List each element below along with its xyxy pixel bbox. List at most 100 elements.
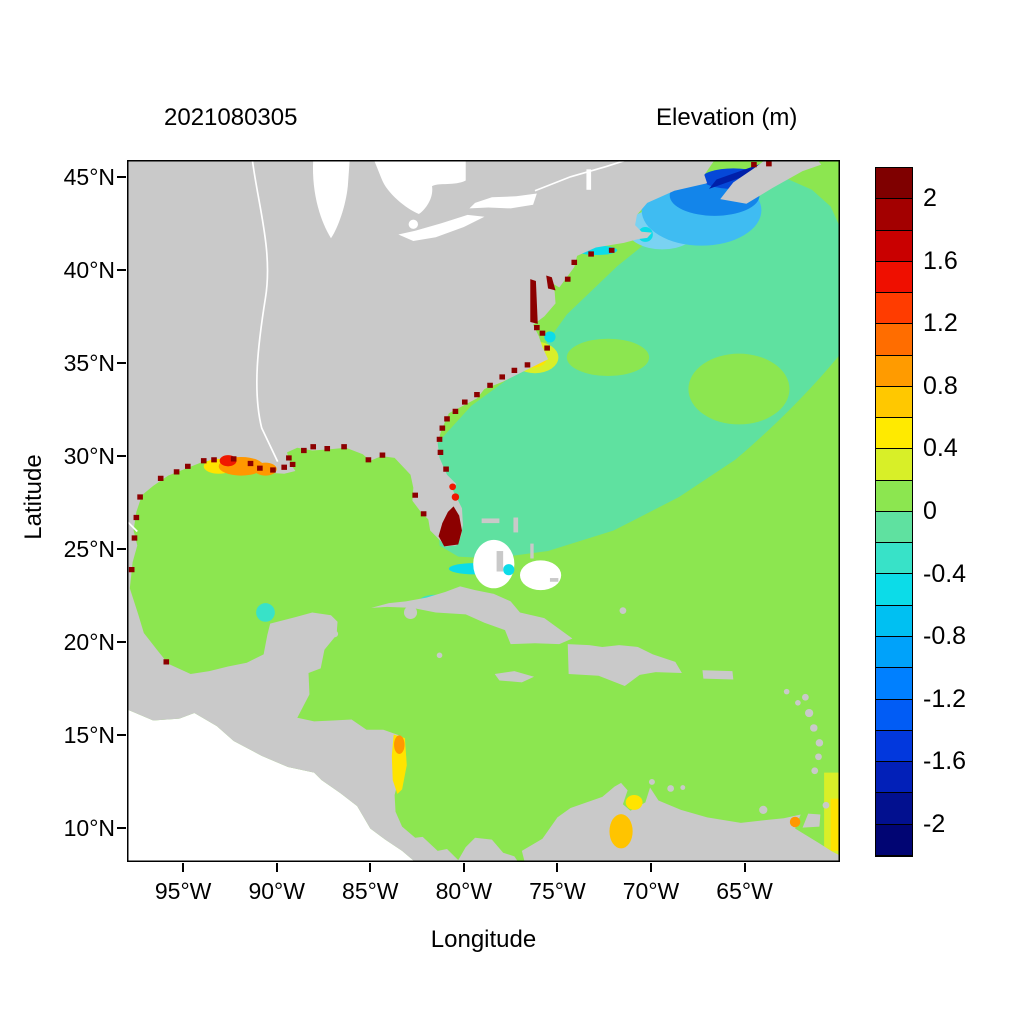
colorbar-block (876, 355, 912, 387)
x-tick-label: 85°W (342, 878, 399, 904)
colorbar-tick-label: 0.4 (923, 434, 958, 463)
colorbar-block (876, 636, 912, 669)
sargasso-green-patch (688, 353, 790, 425)
colorbar-block (876, 480, 912, 512)
canaveral-red-dot (449, 483, 456, 491)
colorbar-block (876, 511, 912, 544)
map-geo-layer (127, 160, 840, 862)
great-lakes (312, 160, 592, 242)
x-tick-label: 70°W (622, 878, 680, 904)
colorbar-block (876, 824, 912, 856)
y-tick-label: 10°N (63, 815, 115, 842)
y-tick-label: 45°N (63, 163, 115, 190)
y-tick-label: 30°N (63, 443, 115, 470)
x-tick-label: 75°W (529, 878, 586, 904)
colorbar-block (876, 168, 912, 200)
eleuthera-island (530, 543, 534, 559)
colorbar-tick-label: 2 (923, 184, 937, 213)
y-tick-label: 25°N (63, 536, 115, 563)
colorbar-tick-label: 0.8 (923, 371, 958, 400)
lake-michigan (312, 160, 350, 239)
bahamas-cyan-dot (503, 564, 515, 576)
land-mainland-americas (127, 160, 840, 862)
y-tick-mark (117, 734, 126, 737)
colorbar-block (876, 668, 912, 700)
colorbar-block (876, 793, 912, 825)
y-tick-mark (117, 175, 126, 178)
colorbar-tick-label: -1.2 (923, 684, 967, 713)
colorbar-block (876, 386, 912, 419)
bay-of-fundy-navy (709, 162, 766, 189)
x-tick-mark (182, 863, 185, 872)
gulfstream-green-patch (566, 338, 650, 377)
y-tick-label: 15°N (63, 722, 115, 749)
indian-river-red-dot (451, 493, 460, 501)
x-tick-mark (369, 863, 372, 872)
cayman-island (436, 652, 443, 659)
x-tick-mark (462, 863, 465, 872)
map-plot-area: 95°W 90°W 85°W 80°W 75°W 70°W 65°W 45°N 40°N 35°N… (64, 160, 840, 904)
x-tick-label: 65°W (716, 878, 773, 904)
land-hispaniola (567, 644, 682, 687)
delaware-darkred (546, 275, 556, 291)
x-tick-mark (743, 863, 746, 872)
rivers (127, 160, 627, 533)
colorbar-block (876, 730, 912, 763)
x-tick-label: 90°W (248, 878, 305, 904)
hatteras-cyan-dot (544, 331, 556, 343)
x-axis-label: Longitude (430, 926, 537, 953)
lake-champlain (586, 169, 592, 190)
rio-grande-river (127, 520, 138, 533)
great-bahama-bank-white (473, 539, 515, 589)
colorbar-block (876, 293, 912, 325)
colorbar-block (876, 574, 912, 606)
colorbar-block (876, 605, 912, 637)
y-tick-mark (117, 548, 126, 551)
y-tick-label: 20°N (63, 629, 115, 656)
nicaragua-orange-spot (394, 735, 405, 755)
colorbar-tick-label: 0 (923, 497, 937, 525)
land-nova-scotia (720, 160, 822, 204)
andros-island (496, 551, 504, 572)
abaco-island (513, 517, 519, 533)
colorbar-block (876, 199, 912, 231)
plot-border (127, 160, 840, 862)
lesser-antilles (648, 688, 830, 828)
turks-island (619, 607, 627, 614)
lake-huron (374, 160, 466, 215)
colorbar-block (876, 543, 912, 575)
land-trinidad (802, 813, 821, 828)
x-tick-label: 95°W (154, 878, 212, 904)
y-tick-label: 40°N (63, 256, 115, 283)
colorbar-block (876, 324, 912, 356)
elevation-map-svg (127, 160, 840, 862)
colorbar-tick-label: 1.2 (923, 309, 958, 338)
colorbar-title: Elevation (m) (656, 104, 798, 131)
cozumel-island (331, 630, 339, 638)
pacific-no-data-region (127, 709, 416, 862)
land-jamaica (494, 671, 535, 683)
colorbar-tick-label: 1.6 (923, 246, 958, 275)
gulf-of-venezuela-yellow (625, 794, 643, 810)
lake-maracaibo-yellow (609, 814, 633, 849)
campeche-teal-spot (256, 603, 275, 622)
st-lawrence-river (534, 160, 627, 192)
y-tick-mark (117, 641, 126, 644)
colorbar-block (876, 449, 912, 481)
x-tick-mark (649, 863, 652, 872)
lake-ontario (469, 193, 537, 209)
x-tick-mark (275, 863, 278, 872)
colorbar-block (876, 418, 912, 450)
lake-erie (398, 214, 485, 242)
y-axis-label: Latitude (20, 454, 47, 540)
x-tick-mark (556, 863, 559, 872)
colorbar: 2 1.6 1.2 0.8 0.4 0 -0.4 -0.8 -1.2 -1.6 -2 (875, 167, 966, 857)
chesapeake-darkred (530, 279, 538, 324)
mississippi-river (251, 160, 279, 463)
y-tick-mark (117, 268, 126, 271)
lake-st-clair (408, 219, 419, 229)
colorbar-tick-label: -0.8 (923, 622, 967, 651)
colorbar-block (876, 230, 912, 262)
y-tick-mark (117, 361, 126, 364)
